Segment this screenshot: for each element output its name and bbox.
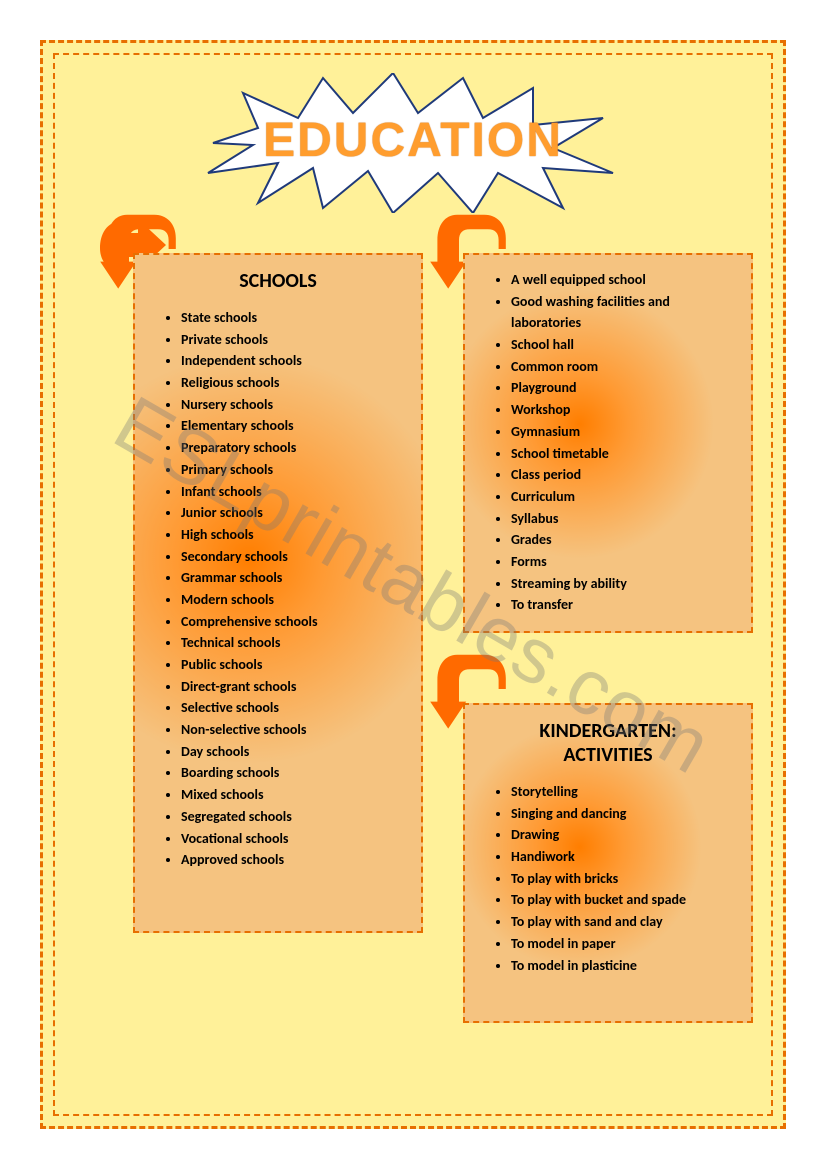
list-item: To play with bucket and spade xyxy=(511,889,735,911)
list-item: Private schools xyxy=(181,329,405,351)
list-item: High schools xyxy=(181,524,405,546)
schools-card: SCHOOLS State schoolsPrivate schoolsInde… xyxy=(133,253,423,933)
facilities-card: A well equipped schoolGood washing facil… xyxy=(463,253,753,633)
list-item: Day schools xyxy=(181,741,405,763)
list-item: Selective schools xyxy=(181,697,405,719)
facilities-list: A well equipped schoolGood washing facil… xyxy=(481,269,735,616)
list-item: To model in plasticine xyxy=(511,955,735,977)
list-item: School timetable xyxy=(511,443,735,465)
schools-heading: SCHOOLS xyxy=(151,269,405,293)
page-title: EDUCATION xyxy=(263,113,563,168)
schools-list: State schoolsPrivate schoolsIndependent … xyxy=(151,307,405,871)
list-item: Workshop xyxy=(511,399,735,421)
list-item: Syllabus xyxy=(511,508,735,530)
list-item: Good washing facilities and laboratories xyxy=(511,291,735,334)
list-item: Non-selective schools xyxy=(181,719,405,741)
list-item: Drawing xyxy=(511,824,735,846)
list-item: Playground xyxy=(511,377,735,399)
list-item: To play with bricks xyxy=(511,868,735,890)
list-item: Gymnasium xyxy=(511,421,735,443)
list-item: Junior schools xyxy=(181,502,405,524)
list-item: Infant schools xyxy=(181,481,405,503)
list-item: Elementary schools xyxy=(181,415,405,437)
list-item: Public schools xyxy=(181,654,405,676)
list-item: Vocational schools xyxy=(181,828,405,850)
list-item: Approved schools xyxy=(181,849,405,871)
list-item: Singing and dancing xyxy=(511,803,735,825)
list-item: Technical schools xyxy=(181,632,405,654)
list-item: To transfer xyxy=(511,594,735,616)
kindergarten-card: KINDERGARTEN:ACTIVITIES StorytellingSing… xyxy=(463,703,753,1023)
list-item: Common room xyxy=(511,356,735,378)
list-item: School hall xyxy=(511,334,735,356)
list-item: Boarding schools xyxy=(181,762,405,784)
list-item: Religious schools xyxy=(181,372,405,394)
list-item: Independent schools xyxy=(181,350,405,372)
title-burst: EDUCATION xyxy=(203,73,623,213)
list-item: Grades xyxy=(511,529,735,551)
list-item: Class period xyxy=(511,464,735,486)
list-item: Nursery schools xyxy=(181,394,405,416)
kindergarten-heading: KINDERGARTEN:ACTIVITIES xyxy=(481,719,735,767)
list-item: Segregated schools xyxy=(181,806,405,828)
list-item: Streaming by ability xyxy=(511,573,735,595)
kindergarten-list: StorytellingSinging and dancingDrawingHa… xyxy=(481,781,735,976)
list-item: Modern schools xyxy=(181,589,405,611)
list-item: Storytelling xyxy=(511,781,735,803)
list-item: Handiwork xyxy=(511,846,735,868)
list-item: Primary schools xyxy=(181,459,405,481)
list-item: Comprehensive schools xyxy=(181,611,405,633)
list-item: State schools xyxy=(181,307,405,329)
list-item: Preparatory schools xyxy=(181,437,405,459)
list-item: Grammar schools xyxy=(181,567,405,589)
list-item: To play with sand and clay xyxy=(511,911,735,933)
list-item: Forms xyxy=(511,551,735,573)
list-item: To model in paper xyxy=(511,933,735,955)
list-item: Curriculum xyxy=(511,486,735,508)
list-item: Mixed schools xyxy=(181,784,405,806)
list-item: A well equipped school xyxy=(511,269,735,291)
list-item: Secondary schools xyxy=(181,546,405,568)
list-item: Direct-grant schools xyxy=(181,676,405,698)
worksheet-page: EDUCATION SCHOOLS State schoolsPrivate s… xyxy=(40,40,786,1129)
